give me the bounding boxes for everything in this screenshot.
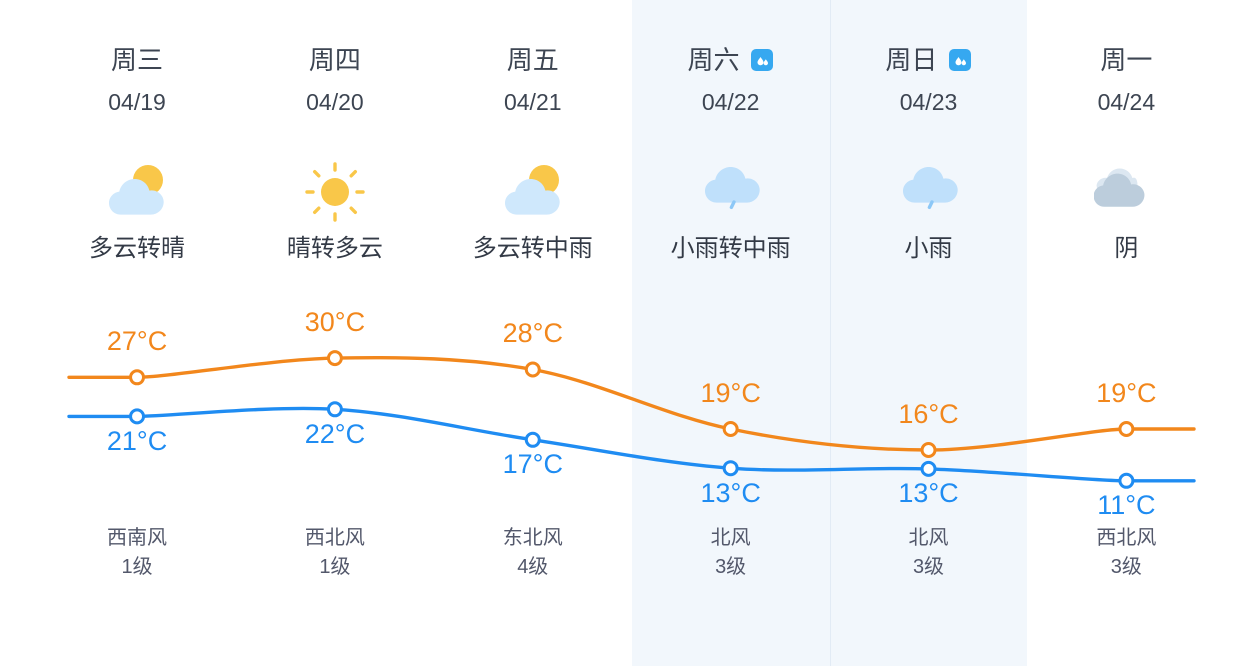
svg-text:22°C: 22°C xyxy=(305,419,365,449)
svg-text:30°C: 30°C xyxy=(305,307,365,337)
svg-text:13°C: 13°C xyxy=(898,478,958,508)
svg-text:16°C: 16°C xyxy=(898,399,958,429)
svg-text:17°C: 17°C xyxy=(503,449,563,479)
svg-text:13°C: 13°C xyxy=(700,478,760,508)
svg-text:21°C: 21°C xyxy=(107,426,167,456)
svg-text:11°C: 11°C xyxy=(1097,490,1155,520)
svg-text:28°C: 28°C xyxy=(503,318,563,348)
svg-text:27°C: 27°C xyxy=(107,326,167,356)
svg-text:19°C: 19°C xyxy=(1096,378,1156,408)
svg-text:19°C: 19°C xyxy=(700,378,760,408)
